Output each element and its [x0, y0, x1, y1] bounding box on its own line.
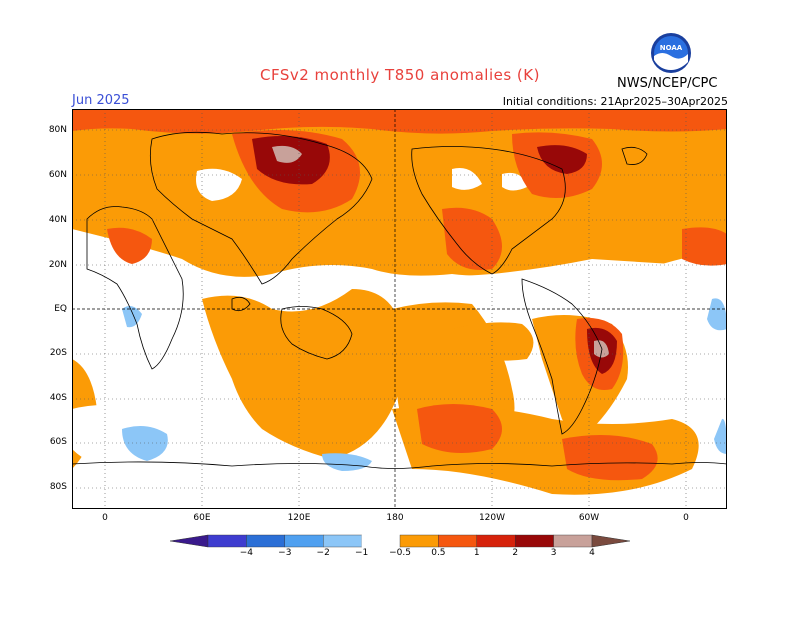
colorbar-box: [246, 534, 286, 548]
colorbar-tick-label: 0.5: [431, 548, 446, 558]
lon-label: 120E: [287, 513, 311, 523]
anomaly-field: [72, 109, 727, 495]
lat-label: 20S: [49, 348, 67, 358]
lat-label: 40S: [49, 393, 67, 403]
colorbar-box: [515, 534, 554, 548]
lon-label: 60W: [578, 513, 600, 523]
colorbar-tick-label: −0.5: [389, 548, 411, 558]
colorbar-tick-label: 4: [589, 548, 595, 558]
logo-text: NOAA: [660, 44, 683, 52]
colorbar-box: [476, 534, 516, 548]
colorbar-arrow-low: [170, 534, 209, 548]
colorbar-box: [207, 534, 247, 548]
colorbar-tick-label: −2: [316, 548, 330, 558]
colorbar: [170, 534, 630, 548]
forecast-month: Jun 2025: [72, 93, 130, 108]
lat-label: EQ: [54, 304, 67, 314]
lon-label: 0: [683, 513, 689, 523]
lat-label: 20N: [48, 260, 67, 270]
lat-label: 80S: [49, 482, 67, 492]
colorbar-tick-label: 2: [512, 548, 519, 558]
initial-conditions: Initial conditions: 21Apr2025–30Apr2025: [502, 95, 728, 108]
colorbar-tick-label: −3: [278, 548, 292, 558]
colorbar-box: [361, 535, 400, 547]
lon-label: 180: [386, 513, 404, 523]
colorbar-tick-label: 3: [550, 548, 557, 558]
colorbar-tick-label: −1: [354, 548, 369, 558]
reference-lines: [72, 109, 727, 509]
lat-label: 60N: [48, 170, 67, 180]
noaa-logo-icon: NOAA: [651, 33, 691, 73]
colorbar-arrow-high: [591, 534, 630, 548]
lon-label: 60E: [193, 513, 211, 523]
lat-label: 80N: [48, 125, 67, 135]
lat-label: 60S: [49, 437, 67, 447]
colorbar-tick-label: −4: [239, 548, 254, 558]
colorbar-box: [553, 534, 593, 548]
lon-label: 120W: [478, 513, 506, 523]
colorbar-box: [438, 534, 477, 548]
colorbar-box: [284, 534, 324, 548]
map-title: CFSv2 monthly T850 anomalies (K): [260, 66, 540, 84]
coastlines: [72, 131, 727, 469]
lat-label: 40N: [48, 215, 67, 225]
anomaly-map: [72, 109, 727, 509]
colorbar-box: [322, 534, 362, 548]
colorbar-box: [399, 534, 439, 548]
colorbar-tick-label: 1: [473, 548, 480, 558]
source-label: NWS/NCEP/CPC: [617, 76, 718, 91]
lon-label: 0: [102, 513, 108, 523]
